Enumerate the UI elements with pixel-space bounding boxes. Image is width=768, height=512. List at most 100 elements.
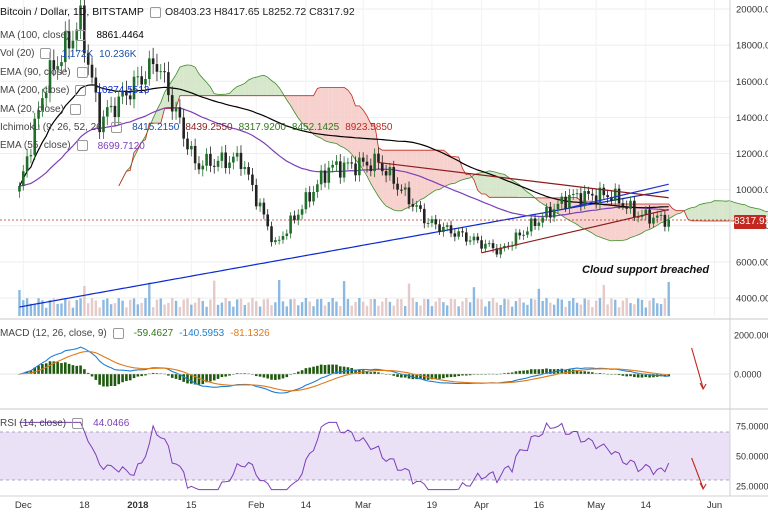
macd-histogram-bar [369,372,373,374]
volume-bar [640,299,644,316]
cloud-segment [626,204,631,240]
cloud-segment [347,90,352,155]
volume-bar [407,283,411,316]
volume-bar [125,307,128,316]
volume-bar [48,300,52,316]
cloud-segment [298,95,303,123]
candle-body [258,202,262,207]
candle-body [132,76,136,100]
cloud-segment [344,87,348,151]
macd-histogram-bar [541,369,544,374]
macd-histogram-bar [457,374,460,377]
candle-body [571,193,575,195]
candle-body [514,232,518,246]
volume-bar [556,298,560,316]
candle-body [659,214,663,216]
candle-body [644,209,648,216]
macd-histogram-bar [564,369,567,374]
volume-bar [617,307,621,316]
volume-bar [629,303,632,316]
candle-body [224,152,227,169]
volume-bar [426,299,430,316]
cloud-segment [321,87,325,141]
macd-histogram-bar [144,374,147,376]
candle-body [262,202,266,215]
macd-histogram-bar [633,374,636,378]
settings-icon[interactable] [69,103,81,115]
settings-icon[interactable] [40,48,52,60]
macd-histogram-bar [190,374,193,384]
volume-bar [480,299,483,316]
settings-icon[interactable] [149,6,161,18]
settings-icon[interactable] [112,328,124,339]
cloud-segment [191,65,196,96]
settings-icon[interactable] [75,85,87,97]
x-tick-label: 16 [534,500,545,511]
settings-icon[interactable] [111,122,123,133]
candle-body [167,72,170,96]
volume-bar [354,301,357,316]
volume-bar [461,301,464,316]
cloud-segment [198,73,203,96]
candle-body [461,231,464,233]
candle-body [75,29,79,41]
macd-histogram-bar [274,374,277,380]
cloud-segment [267,77,272,96]
candle-body [526,231,529,235]
candle-body [121,90,124,97]
volume-bar [526,304,529,316]
settings-icon[interactable] [75,30,87,41]
macd-histogram-bar [667,374,671,377]
volume-bar [594,300,598,316]
cloud-segment [619,204,623,241]
macd-histogram-bar [503,373,506,374]
volume-bar [342,281,346,316]
cloud-segment [588,201,593,234]
volume-bar [652,298,655,316]
candle-body [518,232,522,236]
cloud-segment [317,87,322,139]
candle-body [476,236,480,241]
volume-bar [151,307,155,316]
candle-body [52,60,56,70]
volume-bar [457,306,460,316]
candle-body [197,163,201,170]
candle-body [419,205,422,209]
indicator-name: MA (20, close) [0,103,64,115]
cloud-segment [206,82,211,96]
candle-body [296,214,300,221]
candle-body [56,66,59,70]
volume-bar [281,301,285,316]
volume-bar [636,298,640,316]
volume-bar [167,302,170,316]
volume-bar [369,299,373,316]
candle-body [453,233,457,237]
macd-histogram-bar [121,374,124,383]
settings-icon[interactable] [76,66,88,78]
macd-histogram-bar [472,374,476,375]
candle-body [655,215,659,218]
candle-body [610,197,613,201]
macd-histogram-bar [193,374,197,385]
candle-body [575,193,579,195]
settings-icon[interactable] [76,140,88,152]
macd-histogram-bar [197,374,201,385]
cloud-segment [515,182,520,198]
candle-body [400,189,403,191]
candle-body [426,222,430,224]
macd-histogram-bar [449,374,453,378]
x-tick-label: Feb [248,500,264,511]
macd-histogram-bar [48,361,52,374]
trend-lines [378,161,669,254]
candle-body [274,240,277,243]
macd-histogram-bar [594,373,598,374]
cloud-segment [324,87,329,142]
candle-body [205,153,208,166]
macd-histogram-bar [358,369,361,374]
volume-bar [522,302,525,316]
cloud-segment [271,80,276,96]
settings-icon[interactable] [72,418,84,429]
volume-bar [56,303,59,316]
candle-body [407,187,411,205]
volume-bar [319,298,323,316]
